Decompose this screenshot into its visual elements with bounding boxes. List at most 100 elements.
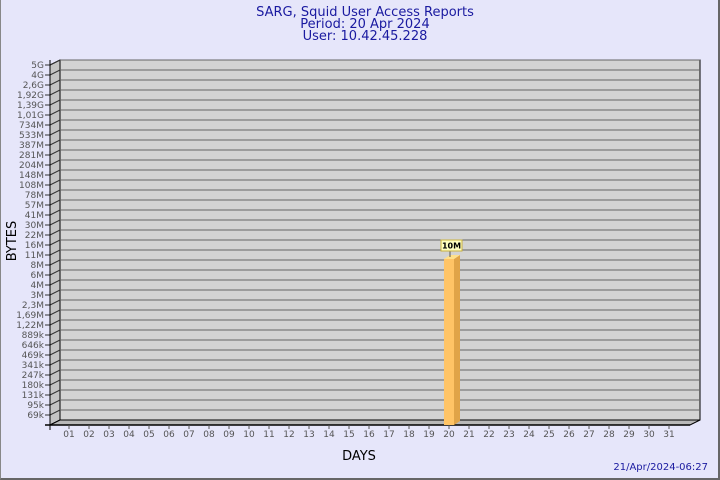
x-tick-label: 16: [363, 430, 375, 440]
gridline-side: [49, 179, 61, 186]
y-tick-label: 69k: [27, 411, 44, 421]
x-tick-label: 01: [63, 430, 74, 440]
x-tick-label: 25: [543, 430, 554, 440]
y-tick-label: 1,01G: [17, 111, 44, 121]
x-tick-label: 31: [663, 430, 674, 440]
x-tick-label: 03: [103, 430, 114, 440]
x-tick-label: 17: [383, 430, 394, 440]
y-tick-label: 3M: [31, 291, 45, 301]
x-tick-label: 09: [223, 430, 235, 440]
x-tick-label: 13: [303, 430, 314, 440]
x-tick-label: 19: [423, 430, 435, 440]
gridline-side: [49, 409, 61, 416]
gridline-side: [49, 259, 61, 266]
title-line-2: Period: 20 Apr 2024: [300, 17, 429, 32]
x-tick-label: 05: [143, 430, 154, 440]
y-tick-label: 247k: [22, 371, 45, 381]
y-tick-label: 108M: [19, 181, 44, 191]
gridline-side: [49, 89, 61, 96]
y-tick-label: 1,92G: [17, 91, 44, 101]
y-tick-label: 2,6G: [23, 81, 44, 91]
x-tick-label: 22: [483, 430, 494, 440]
y-tick-label: 78M: [25, 191, 44, 201]
gridline-side: [49, 229, 61, 236]
y-tick-label: 16M: [25, 241, 44, 251]
gridline-side: [49, 269, 61, 276]
gridline-side: [49, 319, 61, 326]
y-tick-label: 533M: [19, 131, 44, 141]
y-tick-label: 204M: [19, 161, 44, 171]
x-tick-label: 08: [203, 430, 215, 440]
gridline-side: [49, 349, 61, 356]
x-tick-label: 27: [583, 430, 594, 440]
y-tick-label: 57M: [25, 201, 44, 211]
y-tick-label: 148M: [19, 171, 44, 181]
x-tick-label: 20: [443, 430, 455, 440]
gridline-side: [49, 149, 61, 156]
gridline-side: [49, 129, 61, 136]
gridline-side: [49, 189, 61, 196]
gridline-side: [49, 299, 61, 306]
y-tick-label: 469k: [22, 351, 45, 361]
x-tick-label: 29: [623, 430, 635, 440]
x-tick-label: 24: [523, 430, 535, 440]
gridline-side: [49, 289, 61, 296]
y-tick-label: 387M: [19, 141, 44, 151]
x-tick-label: 30: [643, 430, 655, 440]
gridline-side: [49, 109, 61, 116]
bar-value-label: 10M: [442, 242, 461, 251]
y-tick-label: 889k: [22, 331, 45, 341]
x-tick-label: 18: [403, 430, 415, 440]
x-tick-label: 23: [503, 430, 514, 440]
y-tick-label: 6M: [31, 271, 45, 281]
y-tick-label: 4G: [31, 71, 44, 81]
title-line-3: User: 10.42.45.228: [303, 29, 428, 44]
gridline-side: [49, 199, 61, 206]
x-tick-label: 07: [183, 430, 194, 440]
y-tick-label: 1,39G: [17, 101, 44, 111]
footer-timestamp: 21/Apr/2024-06:27: [613, 462, 708, 473]
y-tick-label: 4M: [31, 281, 45, 291]
y-tick-label: 131k: [22, 391, 45, 401]
y-tick-label: 5G: [31, 61, 44, 71]
y-tick-label: 1,22M: [16, 321, 44, 331]
y-tick-label: 30M: [25, 221, 44, 231]
y-tick-label: 180k: [22, 381, 45, 391]
x-tick-label: 15: [343, 430, 354, 440]
y-tick-label: 281M: [19, 151, 44, 161]
x-tick-label: 14: [323, 430, 335, 440]
y-tick-label: 1,69M: [16, 311, 44, 321]
gridline-side: [49, 249, 61, 256]
gridline-side: [49, 279, 61, 286]
bar-side: [454, 255, 460, 425]
x-tick-label: 28: [603, 430, 615, 440]
y-tick-label: 95k: [27, 401, 44, 411]
x-axis-label: DAYS: [342, 449, 376, 464]
gridline-side: [49, 119, 61, 126]
y-tick-label: 22M: [25, 231, 44, 241]
gridline-side: [49, 369, 61, 376]
bar-front: [444, 259, 454, 425]
x-tick-label: 12: [283, 430, 294, 440]
gridline-side: [49, 329, 61, 336]
y-axis-label: BYTES: [5, 221, 20, 262]
gridline-side: [49, 209, 61, 216]
bar-label-box: [440, 239, 463, 252]
x-tick-label: 21: [463, 430, 474, 440]
gridline-side: [49, 159, 61, 166]
gridline-side: [49, 139, 61, 146]
gridline-side: [49, 69, 61, 76]
gridline-side: [49, 339, 61, 346]
gridline-side: [49, 389, 61, 396]
y-tick-label: 8M: [31, 261, 45, 271]
y-tick-label: 341k: [22, 361, 45, 371]
gridline-side: [49, 99, 61, 106]
x-tick-label: 11: [263, 430, 274, 440]
gridline-side: [49, 79, 61, 86]
x-tick-label: 04: [123, 430, 135, 440]
gridline-side: [49, 309, 61, 316]
x-tick-label: 26: [563, 430, 575, 440]
y-tick-label: 2,3M: [22, 301, 44, 311]
gridline-side: [49, 359, 61, 366]
